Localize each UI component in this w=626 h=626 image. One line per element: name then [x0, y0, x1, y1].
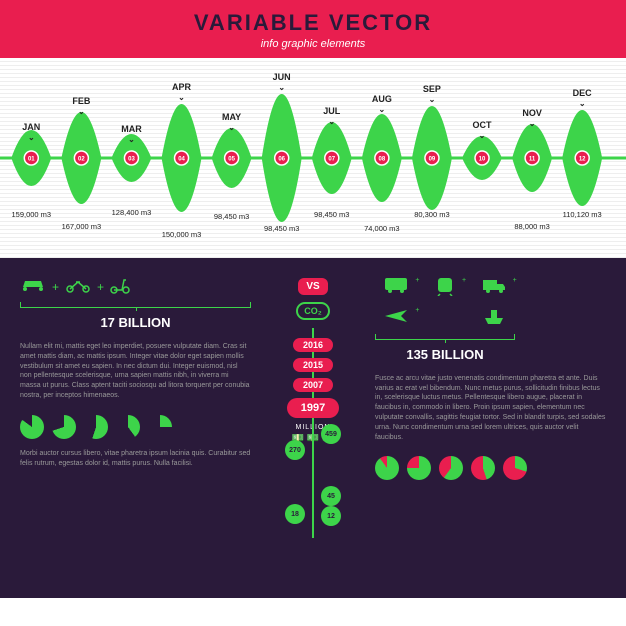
plane-icon: +: [375, 306, 418, 330]
dark-panel: ++ 17 BILLION Nullam elit mi, mattis ege…: [0, 258, 626, 598]
month-mar: MAR⌄: [121, 124, 142, 144]
pie-chart: [471, 456, 495, 480]
pie-chart: [439, 456, 463, 480]
svg-text:08: 08: [379, 157, 386, 163]
plus-icon: +: [52, 279, 59, 296]
train-icon: +: [424, 276, 467, 300]
month-aug: AUG⌄: [372, 94, 392, 114]
pie-chart: [52, 415, 76, 439]
subtitle: info graphic elements: [0, 38, 626, 50]
right-billion: 135 BILLION: [375, 346, 515, 364]
month-feb: FEB⌄: [72, 96, 90, 116]
right-column: ++++ 135 BILLION Fusce ac arcu vitae jus…: [375, 276, 606, 580]
spacer-icon: [424, 306, 467, 330]
bubble-12: 12: [321, 506, 341, 526]
svg-text:07: 07: [328, 157, 335, 163]
value-jan: 159,000 m3: [11, 210, 51, 219]
value-feb: 167,000 m3: [62, 222, 102, 231]
month-jun: JUN⌄: [273, 72, 291, 92]
left-billion: 17 BILLION: [20, 314, 251, 332]
svg-text:04: 04: [178, 157, 185, 163]
year-2016: 2016: [293, 338, 333, 352]
year-2007: 2007: [293, 378, 333, 392]
million-label: MILLION: [263, 424, 363, 431]
month-jul: JUL⌄: [323, 106, 340, 126]
svg-text:06: 06: [278, 157, 285, 163]
value-mar: 128,400 m3: [112, 208, 152, 217]
pie-chart: [503, 456, 527, 480]
scooter-icon: [110, 276, 130, 298]
value-jul: 98,450 m3: [314, 210, 349, 219]
vs-badge: VS: [298, 278, 327, 295]
bubble-18: 18: [285, 504, 305, 524]
left-text2: Morbi auctor cursus libero, vitae pharet…: [20, 449, 251, 469]
value-dec: 110,120 m3: [563, 210, 602, 219]
month-jan: JAN⌄: [22, 122, 40, 142]
value-may: 98,450 m3: [214, 212, 249, 221]
year-1997: 1997: [287, 398, 339, 418]
bubble-45: 45: [321, 486, 341, 506]
right-pie-row: [375, 456, 606, 480]
svg-text:01: 01: [28, 157, 35, 163]
svg-text:12: 12: [579, 157, 586, 163]
pie-chart: [375, 456, 399, 480]
svg-text:03: 03: [128, 157, 135, 163]
right-text: Fusce ac arcu vitae justo venenatis cond…: [375, 374, 606, 443]
value-jun: 98,450 m3: [264, 224, 299, 233]
timeline: 2016 2015 2007 1997 MILLION 💵 💵 💵459 270 45 18 12: [263, 328, 363, 538]
bubble-270: 270: [285, 440, 305, 460]
pie-chart: [84, 415, 108, 439]
ship-icon: [472, 306, 515, 330]
left-text: Nullam elit mi, mattis eget leo imperdie…: [20, 342, 251, 401]
pie-chart: [20, 415, 44, 439]
truck-icon: +: [472, 276, 515, 300]
svg-text:05: 05: [228, 157, 235, 163]
pie-chart: [116, 415, 140, 439]
value-apr: 150,000 m3: [162, 230, 202, 239]
pie-chart: [407, 456, 431, 480]
money-icons: 💵 💵 💵: [263, 433, 363, 444]
left-pie-row: [20, 415, 251, 439]
svg-text:10: 10: [479, 157, 486, 163]
month-apr: APR⌄: [172, 82, 191, 102]
co2-badge: CO₂: [296, 302, 330, 320]
right-icon-grid: ++++: [375, 276, 515, 330]
bubble-459: 459: [321, 424, 341, 444]
left-icon-row: ++: [20, 276, 251, 298]
year-2015: 2015: [293, 358, 333, 372]
plus-icon: +: [97, 279, 104, 296]
main-title: VARIABLE VECTOR: [0, 10, 626, 36]
header: VARIABLE VECTOR info graphic elements: [0, 0, 626, 58]
pie-chart: [148, 415, 172, 439]
svg-text:02: 02: [78, 157, 85, 163]
bus-icon: +: [375, 276, 418, 300]
bracket-left: [20, 302, 251, 308]
svg-text:11: 11: [529, 157, 536, 163]
value-aug: 74,000 m3: [364, 224, 399, 233]
month-nov: NOV⌄: [522, 108, 542, 128]
svg-text:09: 09: [429, 157, 436, 163]
month-dec: DEC⌄: [573, 88, 592, 108]
month-sep: SEP⌄: [423, 84, 441, 104]
car-icon: [20, 277, 46, 297]
month-may: MAY⌄: [222, 112, 241, 132]
motorcycle-icon: [65, 277, 91, 297]
value-nov: 88,000 m3: [514, 222, 549, 231]
month-oct: OCT⌄: [473, 120, 492, 140]
bracket-right: [375, 334, 515, 340]
center-column: VS CO₂ 2016 2015 2007 1997 MILLION 💵 💵 💵459 27…: [263, 276, 363, 580]
left-column: ++ 17 BILLION Nullam elit mi, mattis ege…: [20, 276, 251, 580]
wave-chart: 01 02 03 04 05 06 07 08 09 10 11 12 JAN⌄…: [0, 58, 626, 258]
value-sep: 80,300 m3: [414, 210, 449, 219]
